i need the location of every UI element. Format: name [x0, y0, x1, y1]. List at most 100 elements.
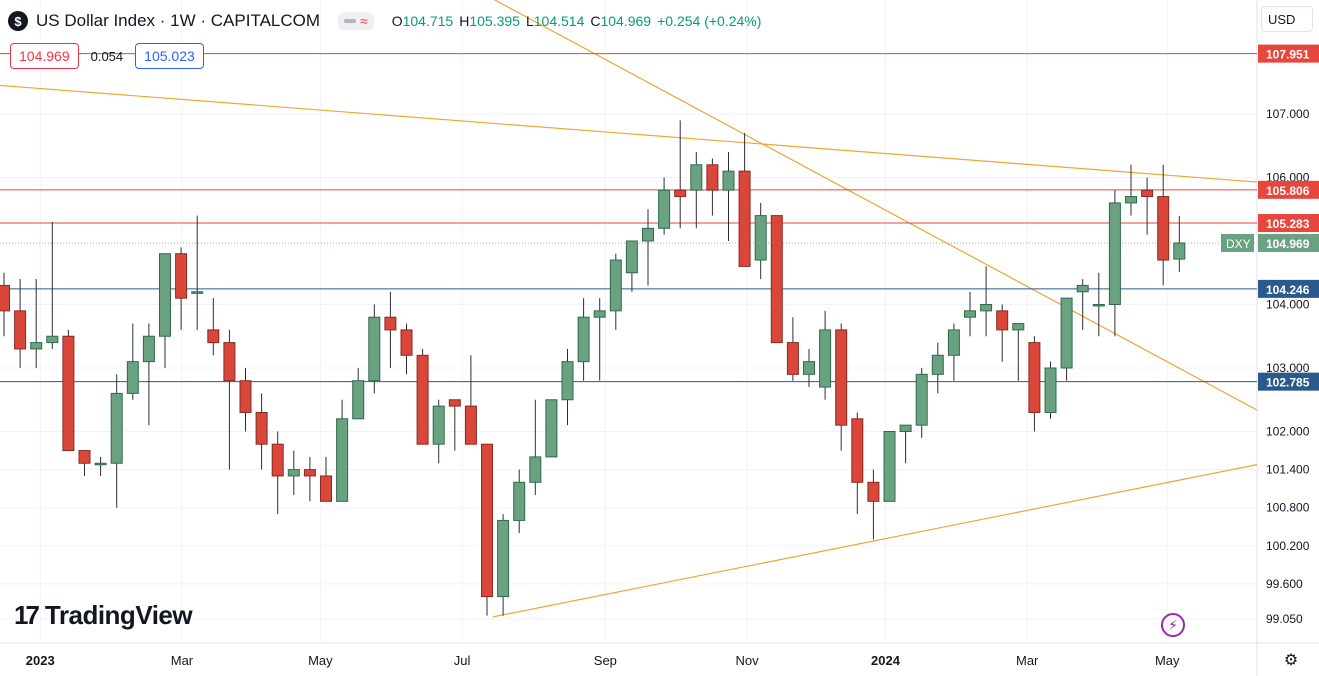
candle-body	[175, 253, 188, 299]
candle-body	[561, 361, 574, 401]
x-tick-label: Sep	[594, 653, 617, 668]
candle-body	[400, 329, 413, 356]
quote-row: 104.969 0.054 105.023	[10, 42, 204, 70]
tradingview-logo: 17 TradingView	[14, 600, 193, 631]
sell-button[interactable]: 104.969	[10, 43, 79, 69]
candle-body	[609, 259, 622, 312]
candle-body	[448, 399, 461, 407]
candle-body	[142, 335, 155, 363]
candle-body	[770, 215, 783, 344]
candle-body	[110, 392, 123, 464]
spread-value: 0.054	[90, 48, 124, 64]
high-value: 105.395	[469, 13, 520, 29]
candle-body	[980, 304, 993, 312]
x-tick-label: Mar	[1016, 653, 1039, 668]
candle-body	[497, 519, 510, 598]
dash-icon	[344, 19, 357, 23]
ohlc-readout: O104.715 H105.395 L104.514 C104.969 +0.2…	[391, 13, 762, 29]
candle-body	[835, 329, 848, 426]
symbol-tag-label: DXY	[1226, 237, 1251, 251]
candle-body	[529, 456, 542, 483]
candle-body	[706, 164, 719, 191]
candle-body	[255, 411, 268, 445]
candle-body	[690, 164, 703, 191]
x-tick-label: Nov	[735, 653, 759, 668]
candle-body	[416, 354, 429, 445]
candle-body	[287, 469, 300, 477]
candle-body	[432, 405, 445, 445]
x-tick-label: 2024	[871, 653, 901, 668]
tradingview-wordmark: TradingView	[44, 600, 193, 630]
price-level-tag	[1258, 180, 1319, 199]
price-level-label: 107.951	[1266, 48, 1310, 62]
candle-body	[819, 329, 832, 388]
candle-body	[1012, 323, 1025, 331]
candle-body	[738, 170, 751, 267]
candle-body	[593, 310, 606, 318]
candle-body	[722, 170, 735, 191]
lightning-icon[interactable]: ⚡	[1161, 613, 1185, 637]
price-level-tag	[1258, 279, 1319, 298]
indicator-toggle[interactable]: ≈	[338, 12, 374, 30]
candle-body	[368, 316, 381, 382]
y-tick-label: 103.000	[1266, 361, 1310, 375]
price-level-tag	[1258, 44, 1319, 63]
low-value: 104.514	[533, 13, 585, 29]
open-value: 104.715	[402, 13, 454, 29]
x-tick-label: Mar	[171, 653, 194, 668]
candle-body	[786, 342, 799, 375]
buy-button[interactable]: 105.023	[135, 43, 204, 69]
candle-body	[899, 424, 912, 432]
trend-line	[492, 464, 1257, 618]
candle-body	[320, 475, 332, 502]
y-tick-label: 99.600	[1266, 577, 1303, 591]
trend-line	[0, 84, 1257, 183]
candle-body	[1076, 284, 1089, 293]
currency-dropdown[interactable]: USD	[1261, 6, 1313, 32]
candle-body	[851, 418, 864, 483]
candle-body	[62, 335, 75, 452]
price-level-label: 105.283	[1266, 217, 1310, 231]
candle-body	[14, 310, 27, 350]
candle-body	[191, 291, 204, 294]
symbol-title[interactable]: US Dollar Index · 1W · CAPITALCOM	[36, 11, 321, 30]
y-tick-label: 101.400	[1266, 463, 1310, 477]
candle-body	[996, 310, 1009, 331]
candle-body	[303, 469, 316, 477]
candle-body	[30, 342, 43, 350]
candle-body	[1108, 202, 1121, 305]
candle-body	[1125, 196, 1137, 204]
trend-line	[493, 0, 1257, 411]
candle-body	[384, 316, 397, 331]
change-value: +0.254 (+0.24%)	[657, 13, 762, 29]
price-level-tag	[1258, 372, 1319, 391]
candle-body	[1157, 196, 1170, 261]
candle-body	[931, 354, 944, 375]
candle-body	[159, 253, 171, 337]
currency-label: USD	[1268, 11, 1296, 27]
candle-body	[658, 189, 671, 229]
candle-body	[78, 450, 91, 464]
candle-body	[1044, 367, 1057, 413]
x-tick-label: Jul	[454, 653, 471, 668]
x-tick-label: May	[1155, 653, 1180, 668]
candle-body	[46, 335, 59, 344]
candle-body	[1141, 189, 1154, 198]
candle-body	[239, 380, 252, 413]
candle-body	[867, 481, 880, 502]
candle-body	[674, 189, 687, 198]
candle-body	[754, 215, 767, 261]
y-tick-label: 100.800	[1266, 501, 1310, 515]
close-value: 104.969	[600, 13, 652, 29]
symbol-tag	[1221, 233, 1254, 252]
candle-body	[947, 329, 960, 356]
price-level-label: 105.806	[1266, 184, 1310, 198]
candle-body	[1028, 342, 1041, 413]
candle-body	[625, 240, 638, 274]
candle-body	[883, 431, 896, 502]
gear-icon[interactable]: ⚙	[1283, 652, 1299, 669]
candle-body	[513, 481, 526, 521]
price-level-tag	[1258, 214, 1319, 233]
current-price-label: 104.969	[1266, 237, 1310, 251]
